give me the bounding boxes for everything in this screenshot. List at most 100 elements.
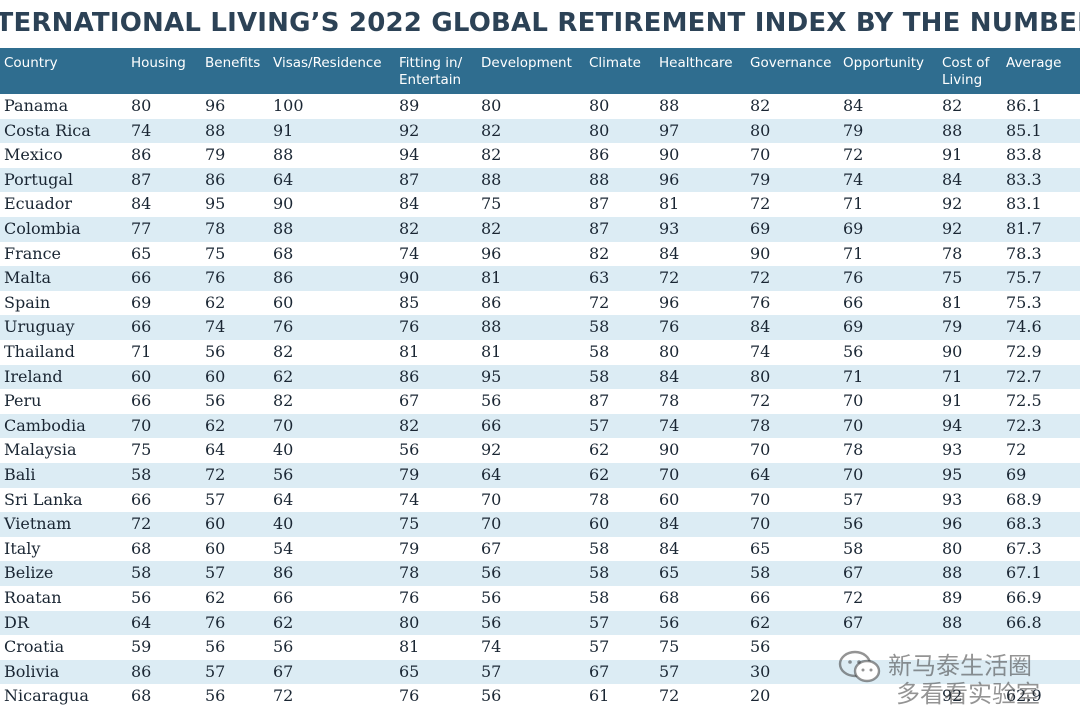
score-cell: 64 (750, 465, 771, 484)
score-cell: 56 (481, 686, 502, 706)
score-cell: 81 (481, 268, 502, 288)
score-cell: 76 (843, 268, 864, 288)
column-header-line: Average (1006, 55, 1062, 71)
score-cell: 96 (205, 96, 226, 115)
score-cell: 80 (589, 120, 610, 140)
score-cell: 80 (750, 120, 771, 140)
column-header: Average (1006, 55, 1061, 72)
score-cell: 81 (481, 342, 502, 361)
score-cell: 60 (205, 514, 226, 534)
score-cell: 92 (942, 219, 963, 238)
country-cell: Colombia (4, 219, 81, 238)
score-cell: 66.9 (1006, 588, 1042, 607)
score-cell: 60 (205, 366, 226, 386)
score-cell: 66 (131, 268, 152, 288)
score-cell: 70 (843, 391, 864, 411)
column-header-line: Climate (589, 55, 641, 71)
score-cell: 78 (942, 243, 963, 263)
score-cell: 75.3 (1006, 292, 1042, 312)
score-cell: 79 (399, 465, 420, 484)
score-cell: 70 (481, 514, 502, 534)
score-cell: 67.3 (1006, 538, 1042, 558)
score-cell: 82 (589, 243, 610, 263)
score-cell: 60 (131, 366, 152, 386)
table-row: Italy 68 60 54 79 67 58 84 65 58 80 67.3 (0, 537, 1080, 562)
score-cell: 70 (659, 465, 680, 484)
score-cell: 67 (843, 612, 864, 632)
score-cell: 40 (273, 514, 294, 534)
score-cell: 62 (205, 415, 226, 435)
score-cell: 72 (1006, 440, 1027, 460)
score-cell: 62 (750, 612, 771, 632)
country-cell: Spain (4, 292, 51, 312)
score-cell: 60 (659, 489, 680, 509)
country-cell: Malaysia (4, 440, 77, 460)
country-cell: Italy (4, 538, 41, 558)
score-cell: 20 (750, 686, 771, 706)
country-cell: Cambodia (4, 415, 86, 435)
score-cell: 90 (659, 145, 680, 165)
score-cell: 56 (273, 465, 294, 484)
score-cell: 68 (131, 686, 152, 706)
score-cell: 72.7 (1006, 366, 1042, 386)
score-cell: 70 (843, 415, 864, 435)
score-cell: 64 (205, 440, 226, 460)
score-cell: 62 (273, 612, 294, 632)
score-cell: 78 (750, 415, 771, 435)
country-cell: Ecuador (4, 194, 73, 214)
table-row: DR 64 76 62 80 56 57 56 62 67 88 66.8 (0, 610, 1080, 636)
table-row: Malta 66 76 86 90 81 63 72 72 76 75 75.7 (0, 266, 1080, 291)
country-cell: Bolivia (4, 661, 60, 681)
score-cell: 56 (205, 637, 226, 657)
score-cell: 84 (750, 317, 771, 337)
score-cell: 56 (481, 588, 502, 607)
score-cell: 92 (942, 194, 963, 214)
score-cell: 86 (273, 563, 294, 583)
column-header: Healthcare (659, 55, 733, 72)
column-header: Cost of Living (942, 55, 989, 89)
table-row: Colombia 77 78 88 82 82 87 93 69 69 92 81.7 (0, 217, 1080, 242)
score-cell: 57 (589, 637, 610, 657)
score-cell: 85 (399, 292, 420, 312)
score-cell: 82 (273, 342, 294, 361)
score-cell: 58 (589, 342, 610, 361)
score-cell: 96 (659, 292, 680, 312)
score-cell: 60 (273, 292, 294, 312)
score-cell: 56 (205, 391, 226, 411)
table-row: Malaysia 75 64 40 56 92 62 90 70 78 93 72 (0, 438, 1080, 463)
column-header-line: Healthcare (659, 55, 733, 71)
score-cell: 62 (273, 366, 294, 386)
score-cell: 56 (273, 637, 294, 657)
score-cell: 97 (659, 120, 680, 140)
score-cell: 40 (273, 440, 294, 460)
score-cell: 67 (481, 538, 502, 558)
score-cell: 93 (659, 219, 680, 238)
score-cell: 62 (205, 292, 226, 312)
score-cell: 70 (750, 440, 771, 460)
country-cell: Croatia (4, 637, 65, 657)
score-cell: 88 (273, 219, 294, 238)
score-cell: 68.3 (1006, 514, 1042, 534)
score-cell: 72 (659, 268, 680, 288)
score-cell: 57 (843, 489, 864, 509)
country-cell: Malta (4, 268, 52, 288)
score-cell: 82 (273, 391, 294, 411)
wechat-logo-icon (838, 650, 881, 683)
score-cell: 66 (481, 415, 502, 435)
score-cell: 80 (481, 96, 502, 115)
score-cell: 65 (131, 243, 152, 263)
country-cell: Ireland (4, 366, 63, 386)
table-row: Bolivia 86 57 67 65 57 67 57 30 (0, 659, 1080, 685)
score-cell: 70 (750, 514, 771, 534)
score-cell: 81 (659, 194, 680, 214)
watermark-line1: 新马泰生活圈 (888, 652, 1032, 680)
score-cell: 90 (942, 342, 963, 361)
score-cell: 86 (481, 292, 502, 312)
score-cell: 62 (205, 588, 226, 607)
table-row: Bali 58 72 56 79 64 62 70 64 70 95 69 (0, 463, 1080, 488)
score-cell: 75.7 (1006, 268, 1042, 288)
score-cell: 94 (942, 415, 963, 435)
score-cell: 72 (843, 588, 864, 607)
score-cell: 66 (750, 588, 771, 607)
score-cell: 78 (205, 219, 226, 238)
